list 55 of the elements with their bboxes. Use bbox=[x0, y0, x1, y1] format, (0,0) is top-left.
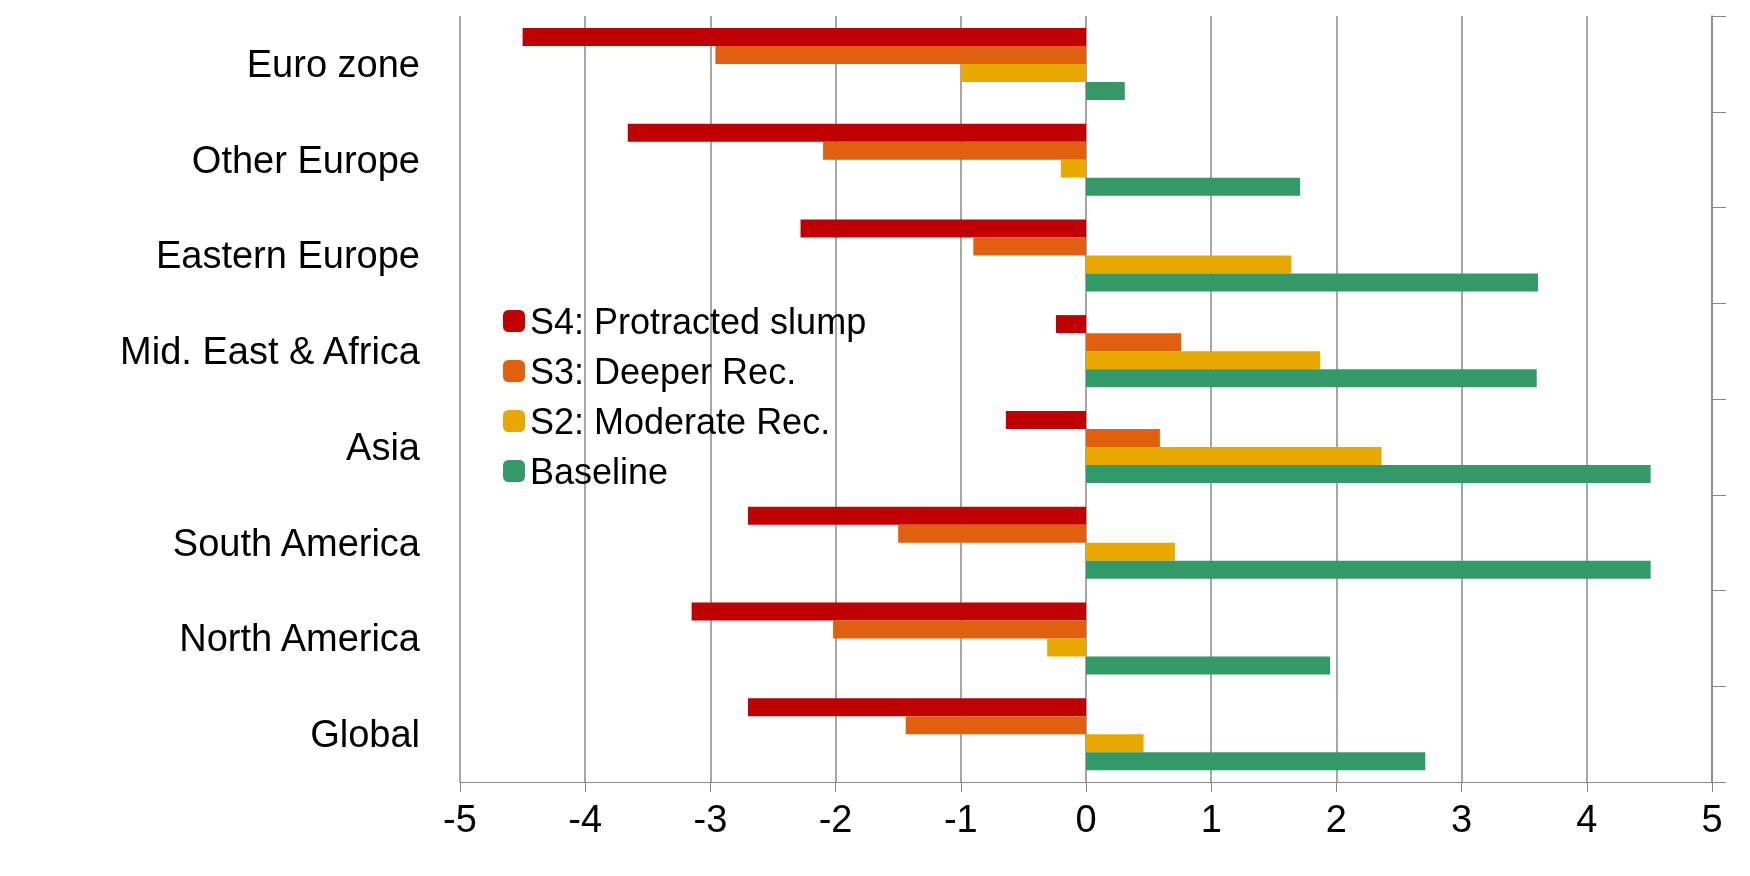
bar bbox=[960, 63, 1086, 82]
bar bbox=[973, 237, 1086, 256]
bar bbox=[823, 141, 1086, 160]
x-tick-label: -3 bbox=[693, 798, 728, 840]
bar bbox=[1086, 273, 1538, 292]
y-tick-label: Other Europe bbox=[191, 138, 420, 181]
bar bbox=[1047, 638, 1086, 657]
bar bbox=[522, 27, 1086, 46]
x-tick-label: 0 bbox=[1075, 798, 1097, 840]
y-tick-label: Eastern Europe bbox=[155, 234, 420, 277]
legend-label: S3: Deeper Rec. bbox=[530, 350, 797, 392]
y-tick-label: Euro zone bbox=[246, 42, 420, 85]
bar bbox=[1055, 315, 1086, 334]
x-tick-label: -5 bbox=[443, 798, 477, 840]
x-tick-label: 1 bbox=[1200, 798, 1222, 840]
bar bbox=[1086, 428, 1160, 447]
x-tick-label: 5 bbox=[1701, 798, 1723, 840]
bar bbox=[1060, 159, 1086, 178]
y-tick-label: Mid. East & Africa bbox=[120, 330, 421, 373]
bar bbox=[1086, 560, 1651, 579]
bar bbox=[1086, 333, 1182, 352]
y-tick-label: Global bbox=[310, 713, 420, 756]
bar bbox=[1086, 752, 1426, 771]
y-tick-label: Asia bbox=[346, 425, 421, 468]
legend-label: S2: Moderate Rec. bbox=[530, 400, 831, 442]
x-tick-label: -4 bbox=[568, 798, 603, 840]
bar bbox=[1086, 656, 1331, 675]
bar bbox=[800, 219, 1086, 238]
bar bbox=[747, 506, 1086, 525]
bar bbox=[747, 698, 1086, 717]
bar bbox=[1086, 177, 1301, 196]
bar bbox=[627, 123, 1086, 142]
bar bbox=[1086, 542, 1175, 561]
y-tick-label: North America bbox=[179, 617, 421, 660]
bar bbox=[715, 45, 1086, 64]
x-tick-label: 3 bbox=[1451, 798, 1473, 840]
bar bbox=[1086, 446, 1382, 465]
legend-label: Baseline bbox=[530, 450, 669, 492]
bar bbox=[1005, 410, 1086, 429]
bar bbox=[1086, 255, 1292, 274]
y-tick-label: South America bbox=[172, 521, 421, 564]
bar bbox=[1086, 351, 1321, 370]
bar bbox=[905, 716, 1086, 735]
bar bbox=[898, 524, 1086, 543]
bar bbox=[691, 602, 1086, 621]
x-tick-label: 2 bbox=[1325, 798, 1347, 840]
bar bbox=[1086, 734, 1144, 753]
bar bbox=[833, 620, 1086, 639]
bar bbox=[1086, 464, 1651, 483]
legend-label: S4: Protracted slump bbox=[530, 300, 867, 342]
bar bbox=[1086, 81, 1125, 100]
bar bbox=[1086, 369, 1537, 388]
x-tick-label: -1 bbox=[943, 798, 978, 840]
x-tick-label: 4 bbox=[1576, 798, 1598, 840]
x-tick-label: -2 bbox=[818, 798, 853, 840]
